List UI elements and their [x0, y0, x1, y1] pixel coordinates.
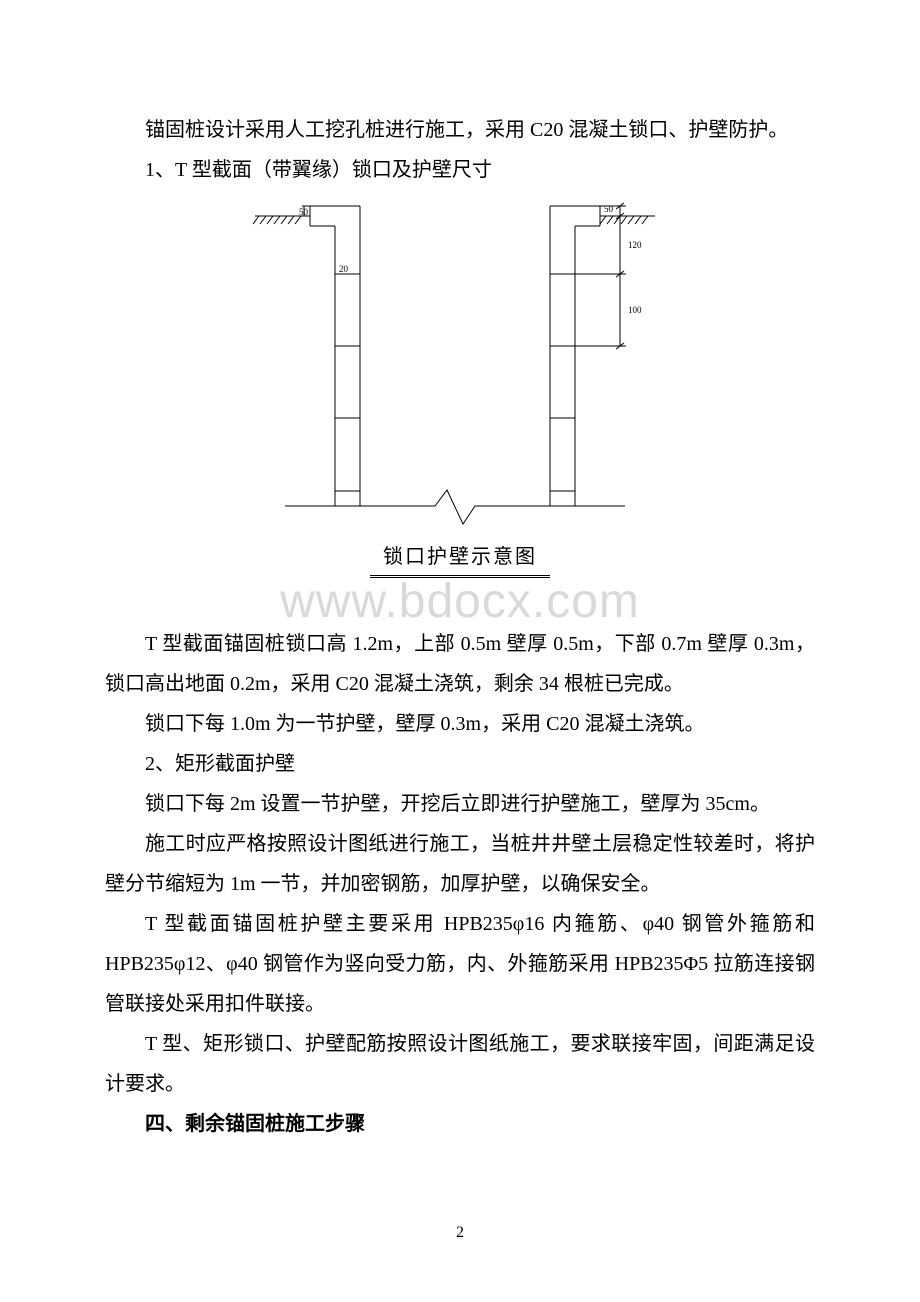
paragraph-body-5: T 型截面锚固桩护壁主要采用 HPB235φ16 内箍筋、φ40 钢管外箍筋和H… [105, 904, 815, 1024]
paragraph-body-4: 施工时应严格按照设计图纸进行施工，当桩井井壁土层稳定性较差时，将护壁分节缩短为 … [105, 824, 815, 904]
paragraph-body-3: 锁口下每 2m 设置一节护壁，开挖后立即进行护壁施工，壁厚为 35cm。 [105, 784, 815, 824]
svg-text:120: 120 [628, 240, 642, 250]
svg-text:100: 100 [628, 305, 642, 315]
section-2-heading: 2、矩形截面护壁 [105, 744, 815, 784]
paragraph-intro: 锚固桩设计采用人工挖孔桩进行施工，采用 C20 混凝土锁口、护壁防护。 [105, 110, 815, 150]
diagram-container: 205012010050 [105, 196, 815, 536]
section-4-heading: 四、剩余锚固桩施工步骤 [105, 1104, 815, 1144]
page-content: 锚固桩设计采用人工挖孔桩进行施工，采用 C20 混凝土锁口、护壁防护。 1、T … [105, 110, 815, 1144]
diagram-caption: 锁口护壁示意图 [105, 540, 815, 578]
paragraph-body-1: T 型截面锚固桩锁口高 1.2m，上部 0.5m 壁厚 0.5m，下部 0.7m… [105, 624, 815, 704]
diagram-caption-text: 锁口护壁示意图 [383, 546, 537, 568]
paragraph-body-2: 锁口下每 1.0m 为一节护壁，壁厚 0.3m，采用 C20 混凝土浇筑。 [105, 704, 815, 744]
section-1-heading: 1、T 型截面（带翼缘）锁口及护壁尺寸 [105, 150, 815, 190]
paragraph-body-6: T 型、矩形锁口、护壁配筋按照设计图纸施工，要求联接牢固，间距满足设计要求。 [105, 1024, 815, 1104]
caption-underline-1 [370, 575, 550, 576]
caption-underline-2 [370, 577, 550, 578]
svg-text:20: 20 [339, 264, 349, 274]
pile-diagram: 205012010050 [225, 196, 695, 536]
page-number: 2 [0, 1224, 920, 1242]
